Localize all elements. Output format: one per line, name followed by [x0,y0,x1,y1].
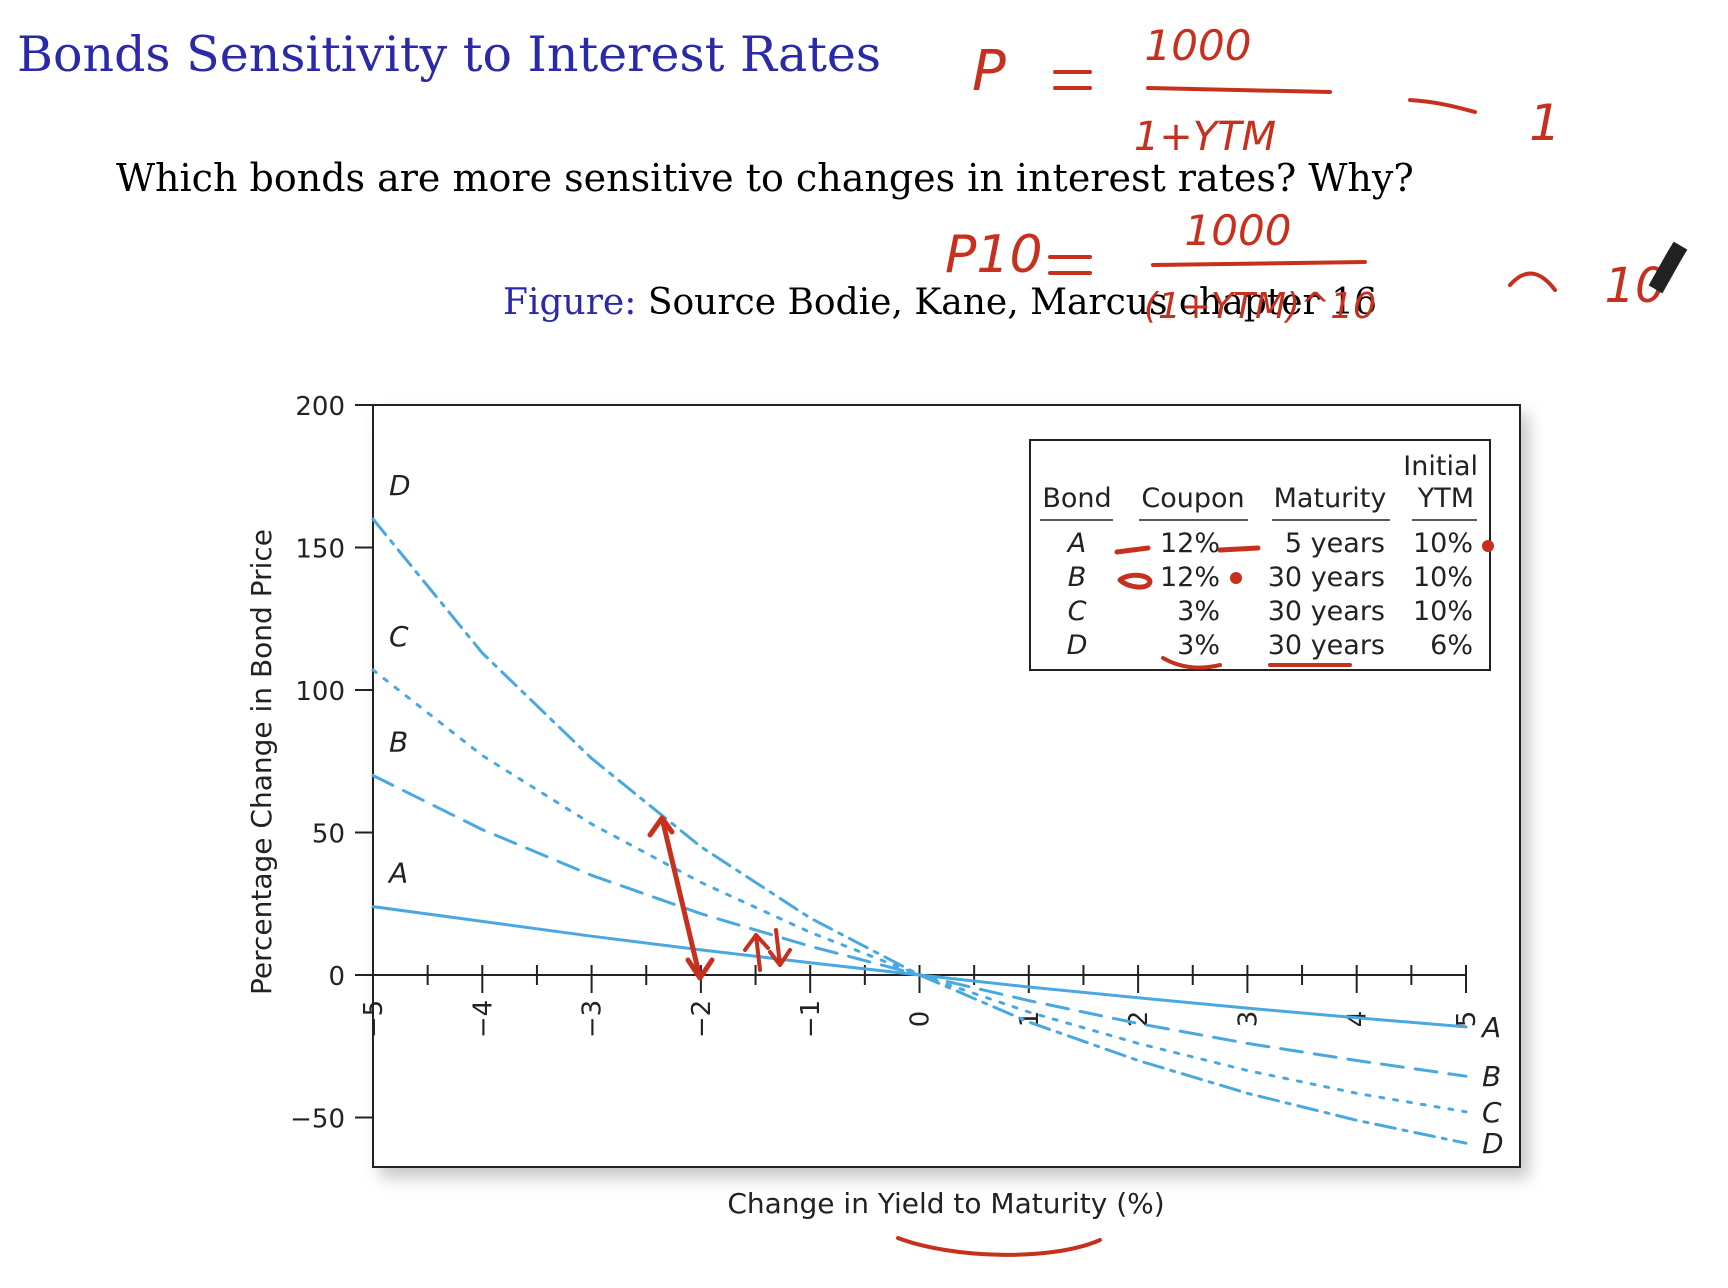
slide-question: Which bonds are more sensitive to change… [116,156,1414,200]
legend-cell: 12% [1160,562,1220,593]
legend-cell: 10% [1413,562,1473,593]
ink-underline-d-coupon [1161,656,1222,670]
ink-mark-a-coupon-left [1114,545,1151,555]
legend-cell: 3% [1177,596,1220,627]
ink-formula1-equals [1053,70,1092,90]
ink-arrow-long [647,815,715,981]
legend-header-maturity: Maturity [1274,483,1387,514]
series-label-right-a: A [1480,1011,1501,1044]
legend-header-initial: Initial [1403,451,1478,482]
legend-cell: D [1067,630,1088,661]
series-label-left-a: A [387,857,408,890]
ink-formula2-tilde [1508,271,1557,292]
legend-cell: 6% [1430,630,1473,661]
ink-arrow-short [743,928,792,972]
y-tick-label: −50 [290,1105,345,1135]
ink-mark-a-coupon-right [1217,545,1261,553]
x-tick-label: −2 [687,1000,717,1038]
series-label-right-c: C [1482,1096,1502,1129]
x-tick-label: 3 [1233,1011,1263,1028]
legend-cell: 10% [1413,528,1473,559]
x-tick-label: 1 [1015,1011,1045,1028]
series-label-left-b: B [389,726,408,759]
legend-cell: A [1066,528,1086,559]
y-tick-label: 200 [295,392,345,422]
figure-caption-label: Figure: [503,282,637,323]
ink-formula2-equals [1048,255,1092,275]
x-tick-label: 0 [906,1011,936,1028]
y-tick-label: 150 [295,535,345,565]
handwritten-annotations: P 1000 1+YTM 1 P10 1000 (1+YTM)^10 1 0 [647,21,1688,1257]
legend-cell: 30 years [1268,596,1385,627]
x-tick-label: −5 [359,1000,389,1038]
y-axis-label: Percentage Change in Bond Price [245,529,278,995]
series-label-right-d: D [1482,1127,1504,1160]
ink-formula1-lhs: P [972,39,1006,104]
x-tick-label: −3 [578,1000,608,1038]
figure-caption-text: Source Bodie, Kane, Marcus chapter 16 [647,282,1377,323]
x-tick-label: −1 [796,1000,826,1038]
ink-formula2-fraction-bar [1151,260,1367,267]
pencil-icon [1648,241,1688,294]
ink-formula1-fraction-bar [1146,86,1332,94]
legend-cell: C [1068,596,1087,627]
ink-formula1-result: 1 [1529,94,1561,152]
y-tick-label: 0 [328,962,345,992]
legend-cell: B [1068,562,1087,593]
ink-formula1-tilde [1408,98,1477,114]
ink-formula2-denominator: (1+YTM)^10 [1144,286,1376,327]
ink-dot-b [1230,572,1242,584]
ink-formula1-numerator: 1000 [1145,21,1252,70]
x-axis-label: Change in Yield to Maturity (%) [727,1187,1164,1220]
legend-frame [1029,439,1491,671]
y-tick-label: 50 [312,820,345,850]
ink-dot-a-ytm [1482,540,1494,552]
ink-formula2-lhs: P10 [945,225,1043,285]
legend-cell: 30 years [1268,630,1385,661]
ink-underline-xlabel [896,1236,1102,1257]
legend-cell: 5 years [1285,528,1385,559]
legend-cell: 10% [1413,596,1473,627]
figure-caption: Figure: Source Bodie, Kane, Marcus chapt… [503,282,1377,323]
legend-cell: 30 years [1268,562,1385,593]
legend-header-ytm: YTM [1417,483,1474,514]
legend-cell: 12% [1160,528,1220,559]
slide-title: Bonds Sensitivity to Interest Rates [17,26,882,83]
legend-cell: 3% [1177,630,1220,661]
ink-mark-b [1117,572,1153,590]
ink-formula2-numerator: 1000 [1185,206,1292,255]
series-label-right-b: B [1482,1060,1501,1093]
x-tick-label: 5 [1452,1011,1482,1028]
y-tick-label: 100 [295,677,345,707]
legend-header-coupon: Coupon [1141,483,1244,514]
series-label-left-d: D [389,469,411,502]
x-tick-label: −4 [468,1000,498,1038]
legend-header-bond: Bond [1042,483,1111,514]
ink-formula1-denominator: 1+YTM [1134,114,1276,160]
series-label-left-c: C [389,620,409,653]
series-line-d [371,517,1468,1145]
